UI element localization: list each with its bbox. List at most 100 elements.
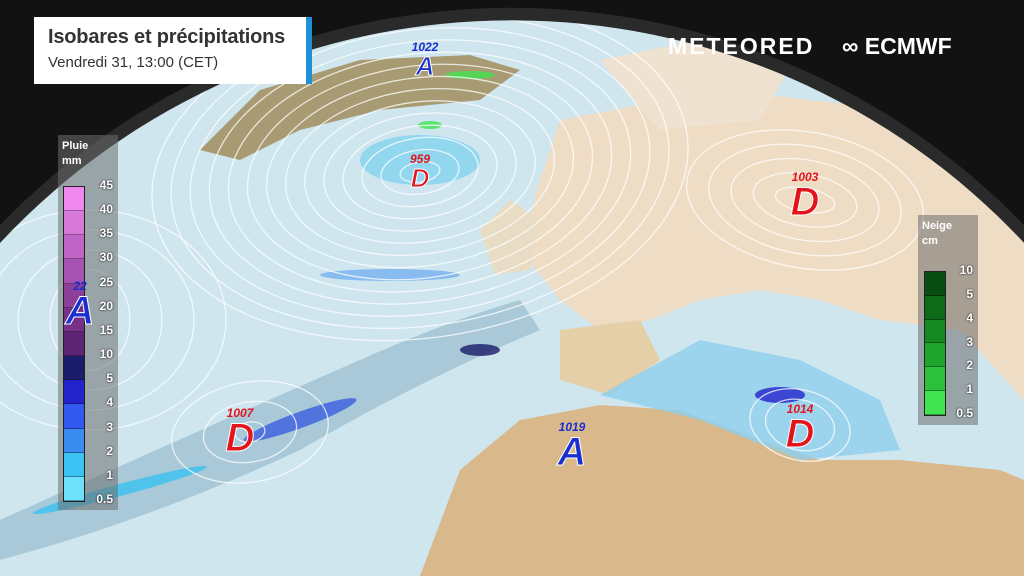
ecmwf-label: ECMWF [864, 33, 952, 59]
legend-tick: 20 [99, 298, 113, 313]
isobar [323, 112, 517, 232]
high-pressure-marker: 1022 A [411, 40, 439, 81]
legend-tick: 25 [99, 274, 113, 289]
legend-tick: 5 [106, 371, 113, 386]
isobar [246, 63, 594, 281]
isobar [170, 20, 670, 330]
isobar [730, 157, 880, 243]
legend-swatch [64, 452, 84, 477]
legend-swatch [64, 380, 84, 405]
legend-tick: 0.5 [956, 406, 973, 420]
pressure-value: 959 [409, 152, 431, 166]
legend-swatch [64, 356, 84, 381]
low-pressure-marker: 1003 D [790, 170, 820, 224]
legend-tick: 4 [106, 395, 113, 410]
isobar [399, 161, 441, 183]
snow-legend: Neige cm 10 5 4 3 2 1 0.5 [918, 215, 978, 425]
ecmwf-logo: ∞ ECMWF [842, 33, 952, 60]
isobar [361, 136, 479, 208]
rain-legend: Pluie mm 45 40 35 30 25 20 15 10 5 4 3 2 1 0.5 [58, 135, 118, 510]
isobar [151, 20, 689, 342]
legend-swatch [64, 404, 84, 429]
pressure-letter: A [557, 430, 587, 474]
meteored-logo: METEORED [668, 33, 815, 59]
pressure-value: 22 [73, 279, 87, 293]
pressure-value: 1007 [226, 406, 254, 420]
ecmwf-symbol-icon: ∞ [842, 33, 859, 59]
map-subtitle: Vendredi 31, 13:00 (CET) [48, 54, 219, 71]
isobar [708, 143, 902, 257]
low-pressure-marker: 1007 D [225, 406, 255, 460]
isobar [380, 148, 460, 196]
pressure-letter: D [785, 412, 815, 456]
low-pressure-marker: 959 D [409, 152, 431, 193]
legend-tick: 40 [99, 202, 113, 217]
legend-swatch [64, 476, 84, 502]
land-africa [420, 405, 1024, 576]
sea-mediterranean [600, 340, 900, 460]
legend-tick: 10 [99, 347, 113, 362]
rain-legend-unit: mm [62, 155, 82, 167]
legend-tick: 5 [966, 286, 973, 301]
pressure-letter: A [415, 51, 435, 81]
legend-tick: 15 [99, 322, 113, 337]
land-greenland [200, 55, 520, 160]
legend-swatch [64, 187, 84, 212]
isobar [749, 388, 851, 462]
legend-tick: 2 [966, 358, 973, 373]
snow-legend-header: Neige cm [922, 219, 952, 249]
legend-tick: 45 [99, 178, 113, 192]
legend-swatch [925, 391, 945, 415]
isobar [234, 421, 266, 443]
legend-tick: 3 [106, 419, 113, 434]
legend-swatch [64, 211, 84, 236]
legend-swatch [925, 295, 945, 320]
land-scandinavia [600, 40, 800, 130]
isobar [304, 100, 536, 244]
high-pressure-marker: 22 A [65, 279, 95, 333]
legend-swatch [64, 259, 84, 284]
legend-tick: 1 [106, 467, 113, 482]
land-europe [520, 90, 1024, 400]
isobar [265, 75, 575, 269]
low-pressure-marker: 1014 D [785, 403, 815, 456]
isobar [764, 398, 836, 452]
pressure-letter: D [790, 180, 820, 224]
legend-swatch [925, 272, 945, 296]
rain-legend-title: Pluie [62, 140, 89, 152]
rain-color-bar [63, 186, 85, 502]
legend-swatch [925, 367, 945, 392]
legend-swatch [925, 343, 945, 368]
isobar [208, 39, 632, 305]
legend-tick: 10 [959, 263, 973, 277]
legend-tick: 35 [99, 226, 113, 241]
snow-legend-title: Neige [922, 220, 952, 232]
snow-color-bar [924, 271, 946, 416]
isobars [0, 20, 925, 484]
pressure-letter: A [65, 289, 95, 333]
pressure-letter: D [410, 163, 430, 193]
legend-tick: 2 [106, 443, 113, 458]
isobar [227, 51, 613, 293]
isobar [774, 186, 836, 214]
snow-legend-unit: cm [922, 235, 938, 247]
title-box: Isobares et précipitations Vendredi 31, … [34, 17, 312, 84]
isobar [189, 27, 651, 317]
legend-swatch [64, 235, 84, 260]
legend-tick: 30 [99, 250, 113, 265]
legend-tick: 0.5 [96, 492, 113, 506]
pressure-value: 1003 [791, 170, 819, 184]
pressure-letter: D [225, 416, 255, 460]
legend-swatch [64, 307, 84, 332]
legend-tick: 4 [966, 310, 973, 325]
legend-swatch [64, 331, 84, 357]
rain-legend-header: Pluie mm [62, 139, 88, 169]
pressure-value: 1019 [558, 420, 586, 434]
pressure-value: 1022 [411, 40, 439, 54]
legend-tick: 1 [966, 382, 973, 397]
map-title: Isobares et précipitations [48, 26, 286, 48]
isobar [284, 87, 556, 257]
isobar [202, 400, 298, 464]
high-pressure-marker: 1019 A [557, 420, 587, 474]
